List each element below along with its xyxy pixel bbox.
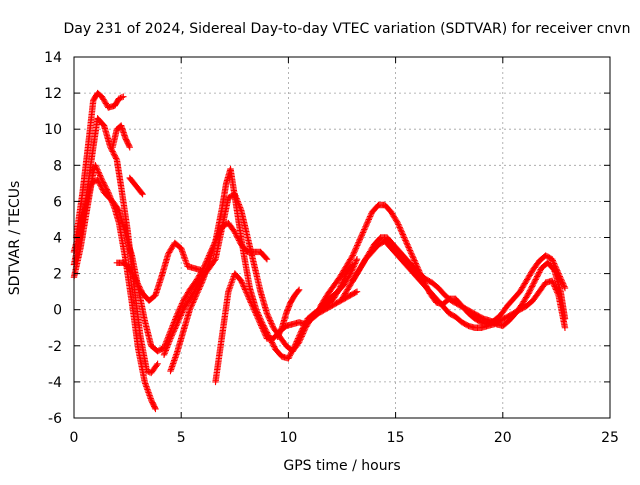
series-track-11: [274, 286, 303, 340]
data-series: [70, 89, 569, 413]
y-tick-label: 6: [53, 194, 62, 210]
series-track-14: [349, 237, 569, 331]
x-tick-label: 0: [70, 430, 79, 446]
series-markers: [160, 190, 361, 359]
series-track-12: [317, 201, 569, 328]
x-axis-label: GPS time / hours: [283, 458, 400, 474]
series-track-5: [109, 122, 133, 151]
chart-title: Day 231 of 2024, Sidereal Day-to-day VTE…: [64, 21, 631, 37]
series-markers: [113, 239, 204, 304]
series-track-9: [160, 190, 361, 359]
y-tick-label: 14: [44, 50, 62, 66]
x-tick-label: 5: [177, 430, 186, 446]
y-tick-label: 12: [44, 86, 62, 102]
series-markers: [349, 237, 569, 331]
y-tick-label: -6: [48, 411, 62, 427]
x-tick-label: 25: [601, 430, 619, 446]
y-tick-label: -4: [48, 375, 62, 391]
x-tick-label: 20: [494, 430, 512, 446]
series-markers: [317, 201, 569, 328]
y-axis-label: SDTVAR / TECUs: [7, 181, 23, 296]
series-markers: [274, 286, 303, 340]
y-tick-label: 4: [53, 231, 62, 247]
y-tick-label: 0: [53, 303, 62, 319]
series-markers: [109, 122, 133, 151]
series-track-7: [113, 239, 204, 304]
y-tick-label: 10: [44, 122, 62, 138]
axis-ticks: 0 5 10 15 20 25 -6 -4 -2 0 2 4 6 8 10 12 14: [44, 50, 619, 446]
y-tick-label: -2: [48, 339, 62, 355]
x-tick-label: 10: [279, 430, 297, 446]
series-track-6: [126, 174, 146, 198]
series-markers: [126, 174, 146, 198]
x-tick-label: 15: [387, 430, 405, 446]
y-tick-label: 2: [53, 267, 62, 283]
y-tick-label: 8: [53, 158, 62, 174]
